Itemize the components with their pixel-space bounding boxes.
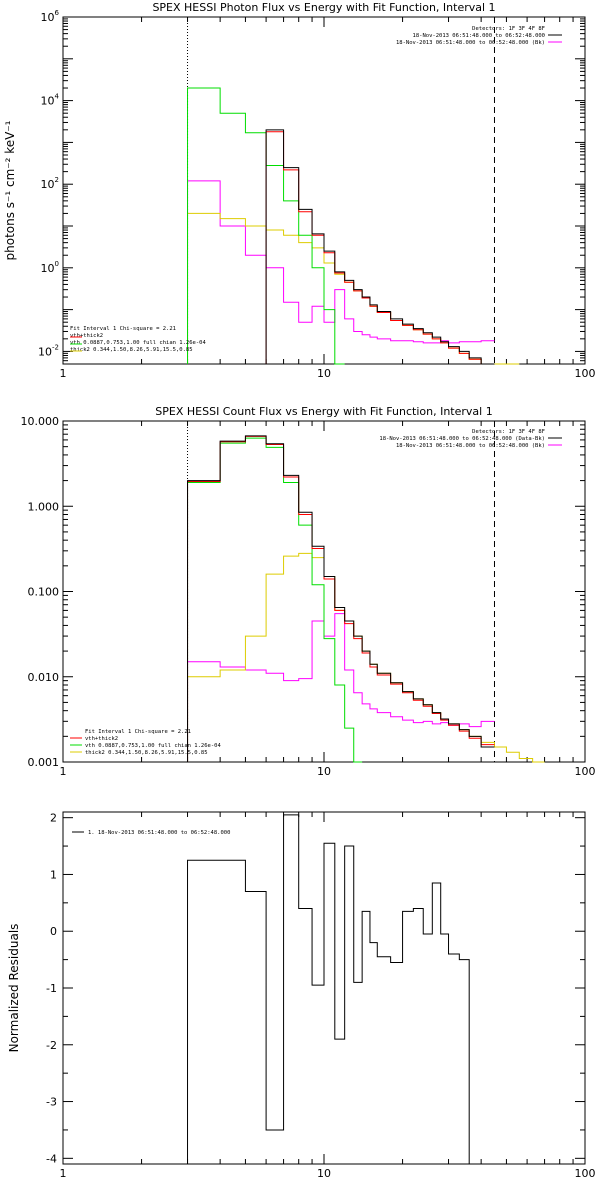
y-tick-label: -1: [46, 982, 57, 995]
legend-bottom-text: vth+thick2: [70, 333, 103, 339]
y-tick-label: 0: [50, 925, 57, 938]
series-Bk: [187, 613, 495, 762]
x-tick-label: 1: [60, 765, 67, 778]
y-axis-label-0: photons s⁻¹ cm⁻² keV⁻¹: [3, 120, 17, 260]
y-tick-label: 104: [41, 93, 60, 108]
legend-top-text: 18-Nov-2013 06:51:48.000 to 06:52:48.000: [413, 33, 545, 39]
x-tick-label: 100: [575, 1167, 596, 1180]
y-axis-1: 0.001 0.010 0.100 1.000 10.000: [21, 415, 585, 769]
x-tick-label: 10: [317, 367, 331, 380]
y-tick-label: 0.100: [28, 586, 60, 599]
series-vth-thick2: [265, 131, 495, 365]
x-axis-1: 1 10 100: [60, 421, 596, 778]
x-tick-label: 100: [575, 367, 596, 380]
y-tick-label: -2: [46, 1039, 57, 1052]
x-tick-label: 1: [60, 1167, 67, 1180]
series-vth-thick2: [187, 435, 495, 762]
legend-text-2: 1. 18-Nov-2013 06:51:48.000 to 06:52:48.…: [88, 830, 230, 836]
panel-title-0: SPEX HESSI Photon Flux vs Energy with Fi…: [152, 1, 495, 14]
x-tick-label: 100: [575, 765, 596, 778]
panel-title-1: SPEX HESSI Count Flux vs Energy with Fit…: [155, 405, 492, 418]
legend-top-text: Detectors: 1F 3F 4F 8F: [472, 26, 545, 32]
legend-top-text: 18-Nov-2013 06:51:48.000 to 06:52:48.000…: [379, 436, 545, 442]
x-tick-label: 10: [317, 765, 331, 778]
legend-bottom-text: Fit Interval 1 Chi-square = 2.21: [85, 729, 191, 735]
series-data: [265, 129, 495, 365]
series-data: [187, 435, 495, 762]
legend-bottom-text: vth 0.0887,0.753,1.00 full chian 1.26e-0…: [70, 340, 206, 346]
series-vth: [187, 437, 363, 763]
y-tick-label: 100: [41, 260, 59, 275]
legend-bottom-1: Fit Interval 1 Chi-square = 2.21vth+thic…: [85, 729, 221, 756]
residuals-series: [187, 814, 470, 1164]
x-tick-label: 10: [317, 1167, 331, 1180]
series-group-2: [187, 814, 470, 1164]
x-tick-label: 1: [60, 367, 67, 380]
series-Bk: [187, 180, 495, 364]
legend-top-text: 18-Nov-2013 06:51:48.000 to 06:52:48.000…: [396, 443, 545, 449]
legend-bottom-text: Fit Interval 1 Chi-square = 2.21: [70, 326, 176, 332]
legend-top-text: Detectors: 1F 3F 4F 8F: [472, 429, 545, 435]
y-tick-label: 10.000: [21, 415, 60, 428]
legend-bottom-text: thick2 0.344,1.50,8.26,5.91,15.5,0.85: [70, 347, 193, 353]
y-tick-label: -3: [46, 1096, 57, 1109]
y-axis-label-2: Normalized Residuals: [7, 924, 21, 1053]
legend-bottom-text: thick2 0.344,1.50,8.26,5.91,15.5,0.85: [85, 750, 208, 756]
y-tick-label: -4: [46, 1152, 57, 1165]
series-group-1: [187, 435, 545, 763]
y-tick-label: 2: [50, 812, 57, 825]
legend-bottom-text: vth+thick2: [85, 736, 118, 742]
y-tick-label: 102: [41, 176, 59, 191]
series-thick2: [187, 552, 545, 763]
legend-bottom-text: vth 0.0887,0.753,1.00 full chian 1.26e-0…: [85, 743, 221, 749]
x-axis-2: 1 10 100: [60, 812, 596, 1180]
y-axis-0: 10-2 100 102 104 106: [38, 9, 585, 365]
y-tick-label: 1.000: [28, 500, 60, 513]
y-axis-2: -4 -3 -2 -1 0 1 2: [46, 812, 585, 1165]
y-tick-label: 0.001: [28, 756, 60, 769]
series-vth: [187, 87, 345, 365]
legend-bottom-0: Fit Interval 1 Chi-square = 2.21vth+thic…: [70, 326, 206, 353]
y-tick-label: 10-2: [38, 343, 59, 358]
y-tick-label: 0.010: [28, 671, 60, 684]
legend-top-text: 18-Nov-2013 06:51:48.000 to 06:52:48.000…: [396, 40, 545, 46]
series-group-0: [187, 87, 520, 365]
y-tick-label: 1: [50, 868, 57, 881]
y-tick-label: 106: [41, 9, 60, 24]
